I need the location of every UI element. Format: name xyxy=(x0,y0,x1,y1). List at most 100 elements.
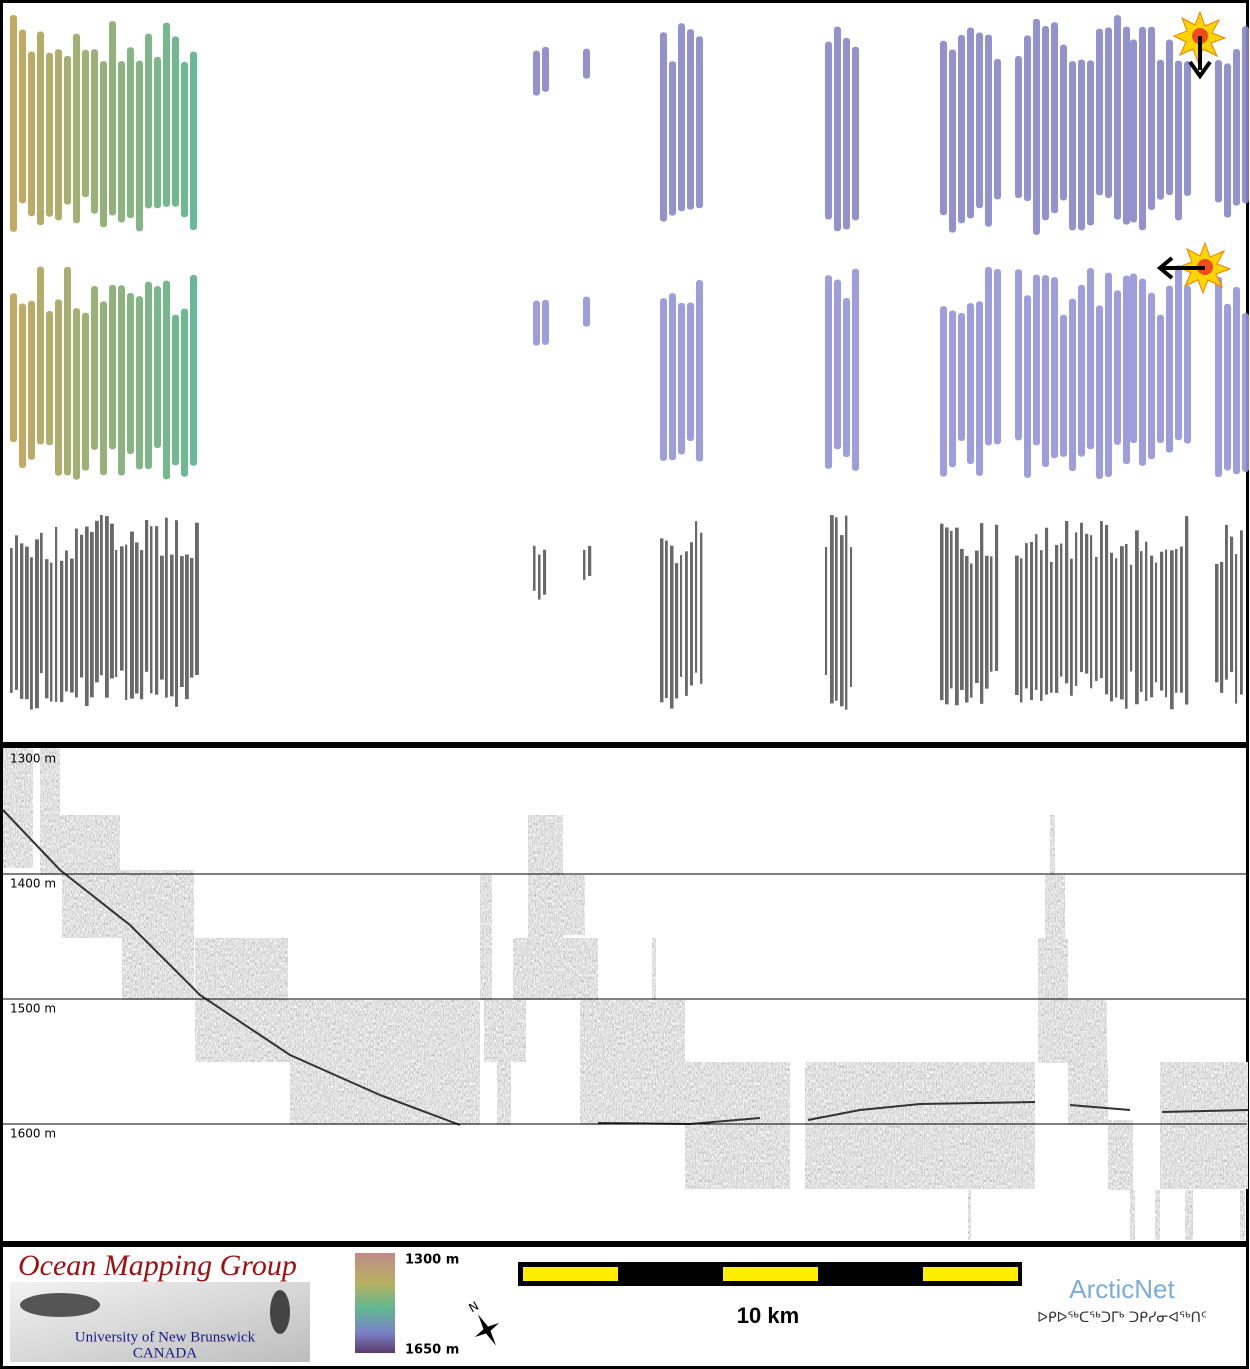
strip xyxy=(181,308,188,477)
strip xyxy=(195,522,199,676)
strip xyxy=(136,60,143,232)
strip xyxy=(1060,44,1067,201)
strip xyxy=(73,308,80,480)
strip xyxy=(1105,27,1112,199)
strip xyxy=(70,558,74,693)
strip xyxy=(15,535,18,690)
strip xyxy=(1220,561,1224,693)
strip xyxy=(678,23,685,212)
scale-segment xyxy=(523,1267,618,1281)
strip xyxy=(1033,274,1040,446)
strip xyxy=(109,284,116,450)
strip xyxy=(163,22,170,207)
strip xyxy=(1224,303,1231,471)
strip xyxy=(955,527,959,706)
strip xyxy=(35,539,39,709)
strip xyxy=(145,33,152,209)
strip xyxy=(1157,59,1164,200)
strip xyxy=(825,546,828,676)
strip xyxy=(73,33,80,224)
strip xyxy=(19,29,26,204)
strip xyxy=(1075,532,1078,686)
strip xyxy=(100,301,107,476)
strip xyxy=(65,550,68,692)
strip xyxy=(1233,48,1240,206)
strip xyxy=(1100,521,1103,679)
strip xyxy=(687,302,694,442)
strip xyxy=(940,306,947,477)
strip xyxy=(190,557,194,678)
strip xyxy=(1130,273,1137,444)
strip xyxy=(1024,35,1031,202)
strip xyxy=(1184,285,1191,444)
depth-label: 1400 m xyxy=(10,877,56,891)
strip xyxy=(850,547,853,688)
strip xyxy=(1233,286,1240,475)
strip xyxy=(1030,541,1034,701)
strip xyxy=(1020,558,1023,703)
strip xyxy=(533,50,540,96)
strip xyxy=(1105,272,1112,478)
strip xyxy=(185,554,189,700)
strip xyxy=(1015,55,1022,199)
strip xyxy=(1215,276,1222,477)
strip xyxy=(1087,60,1094,226)
strip xyxy=(1080,522,1083,673)
strip xyxy=(1051,277,1058,459)
strip xyxy=(1139,26,1146,231)
strip xyxy=(583,296,590,327)
strip xyxy=(20,543,24,699)
strip xyxy=(55,49,62,221)
strip xyxy=(1035,534,1038,690)
strip xyxy=(1087,268,1094,450)
strip xyxy=(125,544,128,701)
strip xyxy=(1185,516,1189,705)
strip xyxy=(967,27,974,219)
strip xyxy=(665,540,668,699)
strip xyxy=(687,29,694,210)
strip xyxy=(1225,524,1228,680)
strip xyxy=(1045,527,1049,695)
strip xyxy=(1110,552,1113,702)
strip xyxy=(82,49,89,198)
strip xyxy=(109,21,116,216)
strip xyxy=(1051,22,1058,214)
strip xyxy=(543,549,547,595)
strip xyxy=(1242,26,1249,204)
strip xyxy=(1150,555,1154,698)
strip xyxy=(843,37,850,230)
sun-icon xyxy=(1172,10,1227,80)
strip xyxy=(30,557,33,710)
strip xyxy=(669,61,676,216)
strip xyxy=(1060,314,1067,457)
strip xyxy=(940,523,944,701)
strip xyxy=(958,34,965,224)
strip xyxy=(90,531,94,698)
strip xyxy=(845,515,848,710)
strip xyxy=(46,310,53,446)
strip xyxy=(825,275,832,469)
strip xyxy=(45,559,49,699)
strip xyxy=(1078,284,1085,457)
strip xyxy=(669,293,676,461)
logo-title: Ocean Mapping Group xyxy=(18,1249,297,1282)
logo-shape xyxy=(270,1290,290,1334)
strip xyxy=(1175,60,1182,221)
scale-segment xyxy=(923,1267,1018,1281)
strip xyxy=(950,530,953,689)
strip xyxy=(85,526,89,706)
strip xyxy=(140,550,144,700)
strip xyxy=(37,31,44,226)
strip xyxy=(1042,275,1049,467)
strip xyxy=(150,526,153,694)
partner-name: ArcticNet xyxy=(1069,1274,1175,1304)
strip xyxy=(1123,26,1130,225)
strip xyxy=(60,560,64,703)
strip xyxy=(985,34,992,227)
strip xyxy=(583,48,590,79)
strip xyxy=(834,26,841,232)
strip xyxy=(1145,541,1148,702)
strip xyxy=(1015,555,1019,696)
strip xyxy=(852,46,859,221)
